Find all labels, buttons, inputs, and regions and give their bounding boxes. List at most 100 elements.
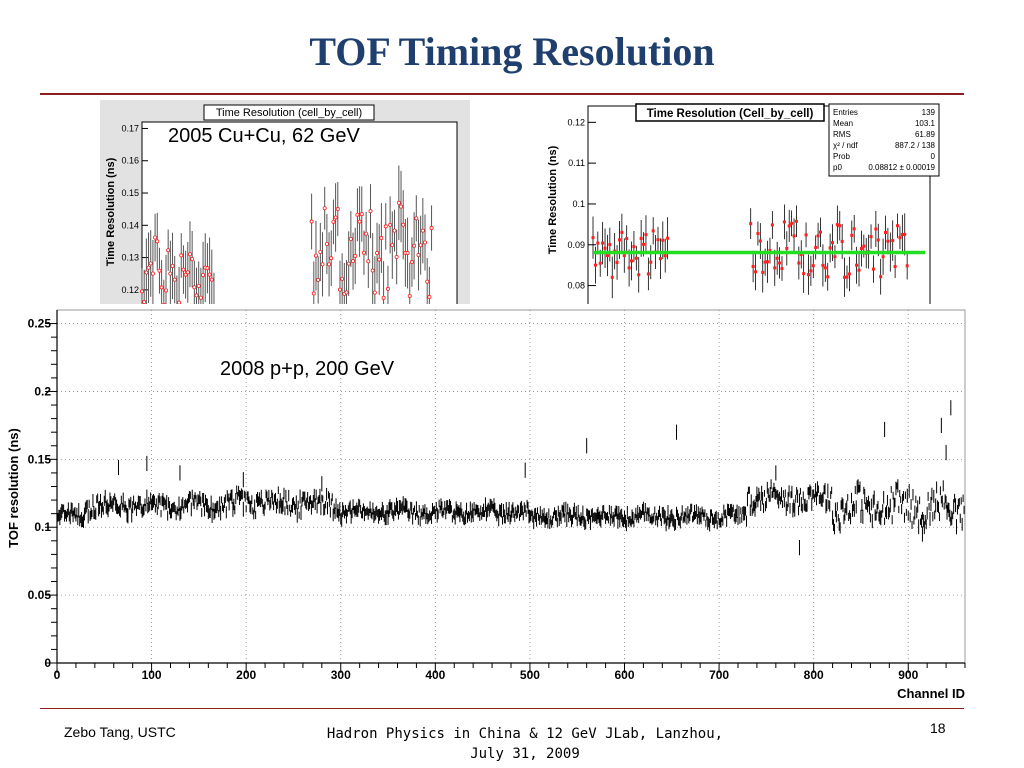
data-point bbox=[377, 257, 382, 262]
data-point bbox=[353, 253, 358, 258]
data-point bbox=[381, 295, 386, 300]
data-point bbox=[185, 270, 190, 275]
data-point bbox=[785, 246, 789, 250]
data-point bbox=[905, 264, 909, 268]
data-point bbox=[661, 238, 665, 242]
data-point bbox=[847, 272, 851, 276]
data-point bbox=[770, 223, 774, 227]
y-tick-label: 0.1 bbox=[572, 199, 585, 209]
data-point bbox=[412, 243, 417, 248]
data-point bbox=[634, 256, 638, 260]
data-point bbox=[811, 264, 815, 268]
data-point bbox=[155, 239, 160, 244]
data-point bbox=[850, 233, 854, 237]
data-point bbox=[768, 249, 772, 253]
data-point bbox=[198, 295, 203, 300]
data-point bbox=[794, 219, 798, 223]
data-point bbox=[869, 235, 873, 239]
y-tick-label: 0.12 bbox=[121, 285, 139, 295]
data-point bbox=[835, 223, 839, 227]
data-point bbox=[344, 290, 349, 295]
title-divider bbox=[40, 93, 964, 95]
y-axis-ticks: 0 0.05 0.1 0.15 0.2 0.25 bbox=[28, 317, 57, 670]
x-tick-label: 800 bbox=[804, 668, 824, 682]
data-point bbox=[840, 239, 844, 243]
chart-title-box bbox=[635, 103, 825, 122]
y-tick-label: 0.12 bbox=[567, 117, 585, 127]
data-point bbox=[357, 219, 362, 224]
y-axis-label: TOF resolution (ns) bbox=[6, 428, 21, 548]
stats-box bbox=[828, 103, 940, 177]
stats-label: p0 bbox=[833, 163, 842, 172]
data-point bbox=[843, 275, 847, 279]
y-tick-label: 0.08 bbox=[567, 281, 585, 291]
data-point bbox=[871, 267, 875, 271]
data-point bbox=[427, 295, 432, 300]
data-point bbox=[596, 241, 600, 245]
data-point bbox=[797, 261, 801, 265]
data-point bbox=[845, 275, 849, 279]
data-point bbox=[775, 256, 779, 260]
y-tick-label: 0.15 bbox=[28, 452, 52, 466]
plot-area bbox=[56, 309, 966, 664]
data-point bbox=[876, 238, 880, 242]
data-point bbox=[366, 259, 371, 264]
data-point bbox=[329, 256, 334, 261]
data-point bbox=[159, 285, 164, 290]
data-point bbox=[375, 251, 380, 256]
y-tick-label: 0.13 bbox=[121, 253, 139, 263]
data-point bbox=[862, 244, 866, 248]
data-point bbox=[196, 283, 201, 288]
data-point bbox=[420, 228, 425, 233]
data-point bbox=[337, 287, 342, 292]
data-point bbox=[591, 236, 595, 240]
data-point bbox=[804, 233, 808, 237]
data-point bbox=[142, 300, 147, 305]
data-point bbox=[658, 257, 662, 261]
data-point bbox=[361, 250, 366, 255]
data-point bbox=[148, 261, 153, 266]
y-tick-label: 0.15 bbox=[121, 188, 139, 198]
data-point bbox=[207, 272, 212, 277]
data-point bbox=[896, 224, 900, 228]
data-point bbox=[773, 266, 777, 270]
y-tick-label: 0.2 bbox=[34, 384, 51, 398]
data-point bbox=[179, 253, 184, 258]
data-points bbox=[56, 400, 965, 556]
data-point bbox=[838, 224, 842, 228]
data-point bbox=[617, 238, 621, 242]
data-point bbox=[751, 264, 755, 268]
y-tick-label: 0.14 bbox=[121, 220, 139, 230]
data-point bbox=[603, 246, 607, 250]
data-point bbox=[756, 232, 760, 236]
data-point bbox=[651, 229, 655, 233]
data-point bbox=[900, 233, 904, 237]
data-point bbox=[792, 234, 796, 238]
data-point bbox=[637, 273, 641, 277]
data-point bbox=[383, 224, 388, 229]
x-tick-label: 500 bbox=[520, 668, 540, 682]
data-point bbox=[814, 245, 818, 249]
data-point bbox=[172, 277, 177, 282]
grid bbox=[57, 310, 965, 663]
data-point bbox=[855, 263, 859, 267]
data-point bbox=[898, 236, 902, 240]
stats-label: χ² / ndf bbox=[833, 141, 858, 150]
data-point bbox=[826, 275, 830, 279]
data-point bbox=[620, 230, 624, 234]
data-point bbox=[782, 220, 786, 224]
data-point bbox=[401, 222, 406, 227]
data-point bbox=[598, 261, 602, 265]
data-point bbox=[396, 200, 401, 205]
data-point bbox=[874, 227, 878, 231]
data-point bbox=[608, 243, 612, 247]
page-number: 18 bbox=[930, 720, 946, 736]
y-tick-label: 0.05 bbox=[28, 588, 52, 602]
stats-value: 139 bbox=[922, 108, 936, 117]
data-point bbox=[763, 260, 767, 264]
footer-conference-line1: Hadron Physics in China & 12 GeV JLab, L… bbox=[326, 726, 724, 742]
footer-conference-line2: July 31, 2009 bbox=[470, 746, 580, 762]
chart-title: Time Resolution (Cell_by_cell) bbox=[647, 108, 814, 120]
x-tick-label: 700 bbox=[709, 668, 729, 682]
stats-label: RMS bbox=[833, 130, 851, 139]
